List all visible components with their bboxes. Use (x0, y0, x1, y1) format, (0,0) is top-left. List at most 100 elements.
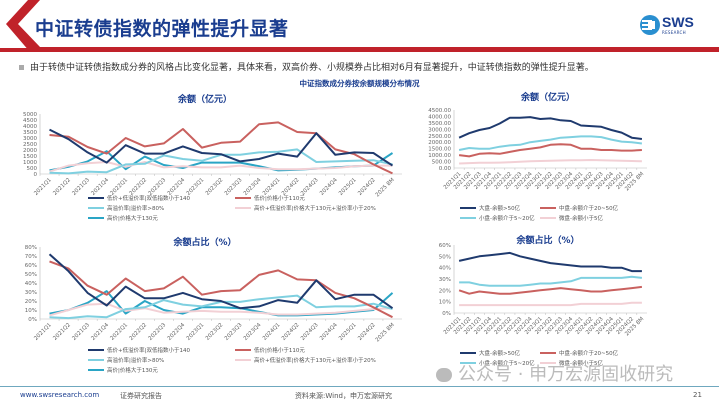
legend-label: 微盘-余额小于5亿 (559, 359, 603, 367)
y-tick-label: 2000 (23, 148, 37, 154)
x-tick-label: 2023Q4 (243, 322, 263, 342)
x-tick-label: 2024Q3 (300, 322, 320, 342)
x-tick-label: 2023Q3 (224, 322, 244, 342)
bullet-text: 由于转债中证转债指数成分券的风格占比变化显著，具体来看，双高价券、小规模券占比相… (30, 63, 594, 73)
legend-label: 高价|价格大于130元 (107, 366, 158, 374)
y-tick-label: 4500.00 (428, 108, 451, 114)
legend-label: 高价|价格大于130元 (107, 214, 158, 222)
x-tick-label: 2022Q1 (109, 177, 129, 197)
y-tick-label: 500 (27, 166, 38, 172)
y-tick-label: 1500.00 (428, 147, 451, 153)
y-tick-label: 2500 (23, 142, 37, 148)
sws-logo: SWS RESEARCH (640, 14, 715, 38)
x-tick-label: 2021Q4 (90, 322, 110, 342)
page-number: 21 (693, 391, 702, 399)
y-tick-label: 0 (34, 172, 38, 178)
y-tick-label: 50% (25, 272, 37, 278)
chart-title: 余额（亿元） (177, 93, 232, 105)
x-tick-label: 2025 8M (375, 177, 396, 198)
x-tick-label: 2025Q1 (338, 177, 358, 197)
x-tick-label: 2021Q2 (52, 322, 72, 342)
legend-label: 低价+低溢价率|双低指数小于140 (107, 346, 190, 354)
legend-label: 小盘-余额介于5~20亿 (479, 214, 535, 222)
chart-title: 余额（亿元） (520, 91, 575, 103)
y-tick-label: 3000 (23, 136, 37, 142)
y-tick-label: 0.00 (439, 166, 452, 172)
y-tick-label: 20% (439, 288, 451, 294)
y-tick-label: 0% (442, 311, 451, 317)
y-tick-label: 30% (439, 277, 451, 283)
legend-label: 低价+低溢价率|双低指数小于140 (107, 194, 190, 202)
legend-label: 高溢价率|溢价率>80% (107, 356, 164, 364)
y-tick-label: 1000 (23, 160, 37, 166)
series-line (49, 302, 393, 317)
x-tick-label: 2023Q4 (243, 177, 263, 197)
x-tick-label: 2023Q1 (186, 322, 206, 342)
x-tick-label: 2022Q4 (167, 177, 187, 197)
x-tick-label: 2024Q4 (319, 322, 339, 342)
y-tick-label: 1500 (23, 154, 37, 160)
x-tick-label: 2024Q1 (262, 177, 282, 197)
logo-subtext: RESEARCH (662, 30, 686, 35)
logo-mark-icon (640, 15, 660, 35)
series-line (458, 285, 643, 295)
series-line (458, 116, 643, 140)
x-tick-label: 2024Q1 (262, 322, 282, 342)
legend-label: 低价|价格小于110元 (254, 346, 305, 354)
series-line (49, 121, 393, 175)
y-tick-label: 3500.00 (428, 121, 451, 127)
y-tick-label: 30% (25, 290, 37, 296)
x-tick-label: 2021Q1 (33, 322, 53, 342)
x-tick-label: 2023Q1 (186, 177, 206, 197)
series-line (48, 253, 394, 310)
header-chevron-shape (0, 0, 719, 52)
slide-header: 中证转债指数的弹性提升显著 SWS RESEARCH (0, 0, 719, 52)
x-tick-label: 2022Q3 (148, 322, 168, 342)
footer-report-type: 证券研究报告 (120, 392, 162, 400)
y-tick-label: 3500 (23, 130, 37, 136)
watermark-text: 公众号 · 申万宏源固收研究 (458, 364, 674, 385)
footer-website[interactable]: www.swsresearch.com (20, 391, 100, 399)
y-tick-label: 80% (25, 245, 37, 251)
x-tick-label: 2021Q3 (71, 322, 91, 342)
legend-label: 高价+低溢价率|价格大于130元+溢价率小于20% (254, 204, 376, 212)
x-tick-label: 2024Q4 (319, 177, 339, 197)
y-tick-label: 20% (25, 299, 37, 305)
chart-balance-by-style: 余额（亿元） 0500100015002000250030003500400045… (23, 93, 402, 222)
y-tick-label: 5000 (23, 112, 37, 118)
series-line (459, 275, 643, 287)
x-tick-label: 2022Q4 (167, 322, 187, 342)
x-tick-label: 2025 8M (375, 322, 396, 343)
series-line (458, 143, 642, 158)
footer-source: 资料来源:Wind，申万宏源研究 (295, 392, 392, 400)
series-line (458, 251, 642, 273)
legend-label: 中盘-余额介于20~50亿 (559, 349, 619, 357)
x-tick-label: 2021Q3 (71, 177, 91, 197)
legend-label: 小盘-余额介于5~20亿 (479, 359, 535, 367)
x-tick-label: 2023Q2 (205, 177, 225, 197)
y-tick-label: 60% (439, 243, 451, 249)
wechat-icon (436, 368, 452, 382)
watermark: 公众号 · 申万宏源固收研究 (436, 360, 673, 386)
y-tick-label: 4500 (23, 118, 37, 124)
y-tick-label: 1000.00 (428, 153, 451, 159)
y-tick-label: 4000 (23, 124, 37, 130)
legend-label: 高溢价率|溢价率>80% (107, 204, 164, 212)
legend-label: 微盘-余额小于5亿 (559, 214, 603, 222)
y-tick-label: 50% (439, 254, 451, 260)
x-tick-label: 2022Q2 (129, 177, 149, 197)
x-tick-label: 2023Q3 (224, 177, 244, 197)
x-tick-label: 2021Q4 (90, 177, 110, 197)
chart-title: 余额占比（%） (515, 234, 579, 246)
y-tick-label: 2000.00 (428, 140, 451, 146)
y-tick-label: 4000.00 (428, 114, 451, 120)
y-tick-label: 3000.00 (428, 127, 451, 133)
x-tick-label: 2024Q2 (281, 177, 301, 197)
y-tick-label: 10% (25, 308, 37, 314)
x-tick-label: 2022Q3 (148, 177, 168, 197)
chart-title: 余额占比（%） (172, 236, 236, 248)
section-title: 中证指数成分券按余额规模分布情况 (299, 79, 420, 88)
bullet-point: 由于转债中证转债指数成分券的风格占比变化显著，具体来看，双高价券、小规模券占比相… (19, 60, 594, 73)
series-line (49, 128, 394, 167)
page-title: 中证转债指数的弹性提升显著 (35, 18, 289, 40)
